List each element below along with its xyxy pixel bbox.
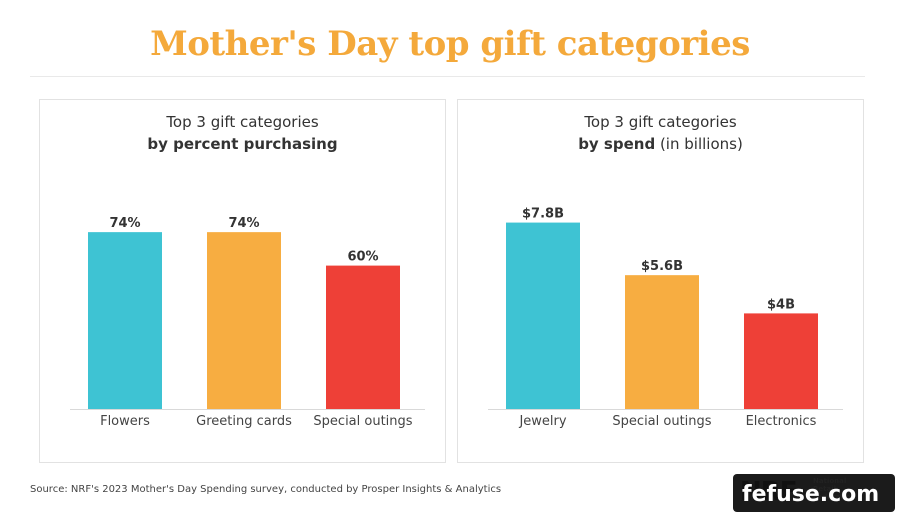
data-label: $7.8B — [522, 207, 564, 222]
category-label: Electronics — [746, 414, 817, 429]
watermark-background — [733, 474, 895, 512]
data-label: 74% — [228, 216, 259, 231]
bar-greeting-cards — [207, 232, 281, 409]
source-note: Source: NRF's 2023 Mother's Day Spending… — [30, 484, 502, 495]
page-title: Mother's Day top gift categories — [150, 24, 750, 64]
bar-special-outings — [625, 275, 699, 409]
chart-title-line1: Top 3 gift categories — [584, 113, 737, 131]
chart-panel-percent: Top 3 gift categories by percent purchas… — [39, 99, 446, 463]
chart-title-line2: by spend (in billions) — [458, 135, 863, 153]
bar-electronics — [744, 313, 818, 409]
category-label: Special outings — [313, 414, 412, 429]
bar-jewelry — [506, 222, 580, 409]
category-label: Flowers — [100, 414, 150, 429]
bar-chart-percent: 74% Flowers 74% Greeting cards 60% Special ou… — [70, 216, 425, 429]
chart-title-line1: Top 3 gift categories — [166, 113, 319, 131]
category-label: Jewelry — [518, 414, 566, 429]
chart-panel-spend: Top 3 gift categories by spend (in billi… — [457, 99, 864, 463]
watermark-text: fefuse.com — [742, 482, 880, 507]
bar-chart-spend: $7.8B Jewelry $5.6B Special outings $4B Elect… — [488, 207, 843, 429]
data-label: $4B — [767, 297, 795, 312]
bar-special-outings — [326, 265, 400, 409]
title-divider — [30, 76, 865, 77]
chart-title-bold: by percent purchasing — [147, 135, 338, 153]
data-label: 60% — [347, 250, 378, 265]
category-label: Special outings — [612, 414, 711, 429]
bar-flowers — [88, 232, 162, 409]
nrf-logo-subtext: National Retail Federation — [813, 477, 856, 501]
data-label: 74% — [109, 216, 140, 231]
chart-title-line2: by percent purchasing — [40, 135, 445, 153]
category-label: Greeting cards — [196, 414, 292, 429]
nrf-logo: NRF — [740, 477, 798, 507]
chart-title-bold: by spend — [578, 135, 656, 153]
chart-title-rest: (in billions) — [655, 135, 743, 153]
data-label: $5.6B — [641, 259, 683, 274]
